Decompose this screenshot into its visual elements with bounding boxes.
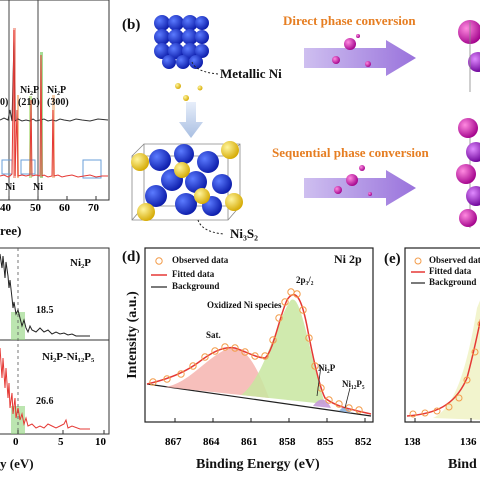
- panel-d-xtick-867: 867: [165, 436, 182, 448]
- panel-d-peak-oxidized: Oxidized Ni species: [207, 300, 282, 310]
- panel-a-300-label: (300): [47, 97, 69, 108]
- panel-a-xtick-60: 60: [59, 202, 70, 214]
- ni2p-crystal-illustration: [458, 20, 480, 92]
- panel-e-legend-background: Background: [429, 277, 477, 287]
- direct-phase-label: Direct phase conversion: [283, 13, 416, 28]
- panel-d-legend-fitted: Fitted data: [172, 269, 215, 279]
- panel-a-ni-label-1: Ni: [5, 182, 15, 193]
- panel-c-xlabel: y (eV): [0, 456, 34, 471]
- panel-d-xtick-861: 861: [241, 436, 258, 448]
- panel-c-annotation-18-5: 18.5: [36, 305, 54, 316]
- panel-d-xtick-864: 864: [203, 436, 220, 448]
- ni3s2-crystal-illustration: [131, 141, 243, 221]
- panel-d-sat-peak: [165, 347, 269, 398]
- panel-d-xlabel: Binding Energy (eV): [196, 457, 320, 472]
- sequential-arrow-icon: [304, 165, 416, 206]
- panel-a-ni2p-label: Ni₂P: [20, 85, 40, 96]
- metallic-ni-illustration: [154, 15, 209, 69]
- panel-d-xtick-852: 852: [355, 436, 372, 448]
- panel-d-xtick-858: 858: [279, 436, 296, 448]
- panel-e-xlabel: Bind: [448, 457, 477, 472]
- panel-e-xtick-136: 136: [460, 436, 477, 448]
- panel-a-ni-label-2: Ni: [33, 182, 43, 193]
- panel-a-xtick-40: 40: [0, 202, 11, 214]
- panel-d-plot: [144, 247, 374, 423]
- ni3s2-label: Ni₃S₂: [230, 226, 259, 241]
- panel-a-210-label: (210): [18, 97, 40, 108]
- panel-e-legend-fitted: Fitted data: [429, 266, 472, 276]
- panel-e-legend-observed: Observed data: [429, 255, 480, 265]
- panel-e-plot: [404, 247, 480, 423]
- panel-c-legend-ni2p: Ni₂P: [70, 257, 92, 269]
- panel-d-legend-background: Background: [172, 281, 220, 291]
- ni3s2-pointer: [197, 219, 225, 235]
- panel-c-xtick-5: 5: [58, 436, 64, 448]
- panel-a-plot: [0, 0, 110, 201]
- panel-e-letter: (e): [384, 251, 401, 267]
- panel-d-legend-observed: Observed data: [172, 255, 229, 265]
- panel-c-xtick-0: 0: [13, 436, 19, 448]
- panel-d-xtick-855: 855: [317, 436, 334, 448]
- panel-a-zero-label: 0): [0, 97, 9, 108]
- panel-a-xtick-70: 70: [88, 202, 99, 214]
- panel-a-ni2p-label-2: Ni₂P: [47, 85, 67, 96]
- panel-e-peak-fill: [433, 300, 480, 420]
- panel-c-xtick-10: 10: [95, 436, 106, 448]
- sequential-phase-label: Sequential phase conversion: [272, 145, 429, 160]
- ni12p5-crystal-illustration: [456, 118, 480, 228]
- metallic-ni-label: Metallic Ni: [220, 66, 282, 81]
- panel-c-annotation-26-6: 26.6: [36, 396, 54, 407]
- direct-arrow-icon: [304, 34, 416, 76]
- panel-e-fitted-line: [406, 318, 480, 417]
- panel-d-peak-ni2p: Ni₂P: [318, 363, 336, 373]
- panel-d-oxidized-peak: [241, 299, 325, 404]
- panel-c-plot: [0, 247, 110, 435]
- panel-d-ylabel: Intensity (a.u.): [125, 291, 140, 379]
- panel-a-xlabel: ree): [0, 223, 22, 238]
- panel-d-peak-2p32: 2p₃/₂: [296, 275, 314, 285]
- panel-a-black-pattern: [0, 39, 109, 122]
- panel-b-letter: (b): [122, 17, 141, 33]
- panel-a-red-pattern: [0, 29, 108, 178]
- panel-d-fitted-line: [146, 294, 372, 415]
- panel-e-xtick-138: 138: [404, 436, 421, 448]
- panel-c-legend-ni2p-ni12p5: Ni₂P-Ni₁₂P₅: [42, 351, 95, 363]
- panel-d-peak-ni12p5: Ni₁₂P₅: [342, 379, 365, 389]
- panel-d-letter: (d): [122, 249, 141, 265]
- panel-c-ni2p-curve: [0, 253, 90, 337]
- panel-d-corner-label: Ni 2p: [334, 252, 362, 266]
- down-arrow-icon: [179, 102, 203, 138]
- metallic-ni-pointer: [191, 61, 219, 75]
- panel-a-xtick-50: 50: [30, 202, 41, 214]
- panel-e-observed-points: [409, 320, 480, 418]
- panel-d-background-line: [146, 383, 372, 417]
- panel-d-observed-points: [149, 288, 363, 414]
- panel-d-peak-sat: Sat.: [206, 330, 221, 340]
- panel-c-ni2p-ni12p5-curve: [0, 347, 90, 430]
